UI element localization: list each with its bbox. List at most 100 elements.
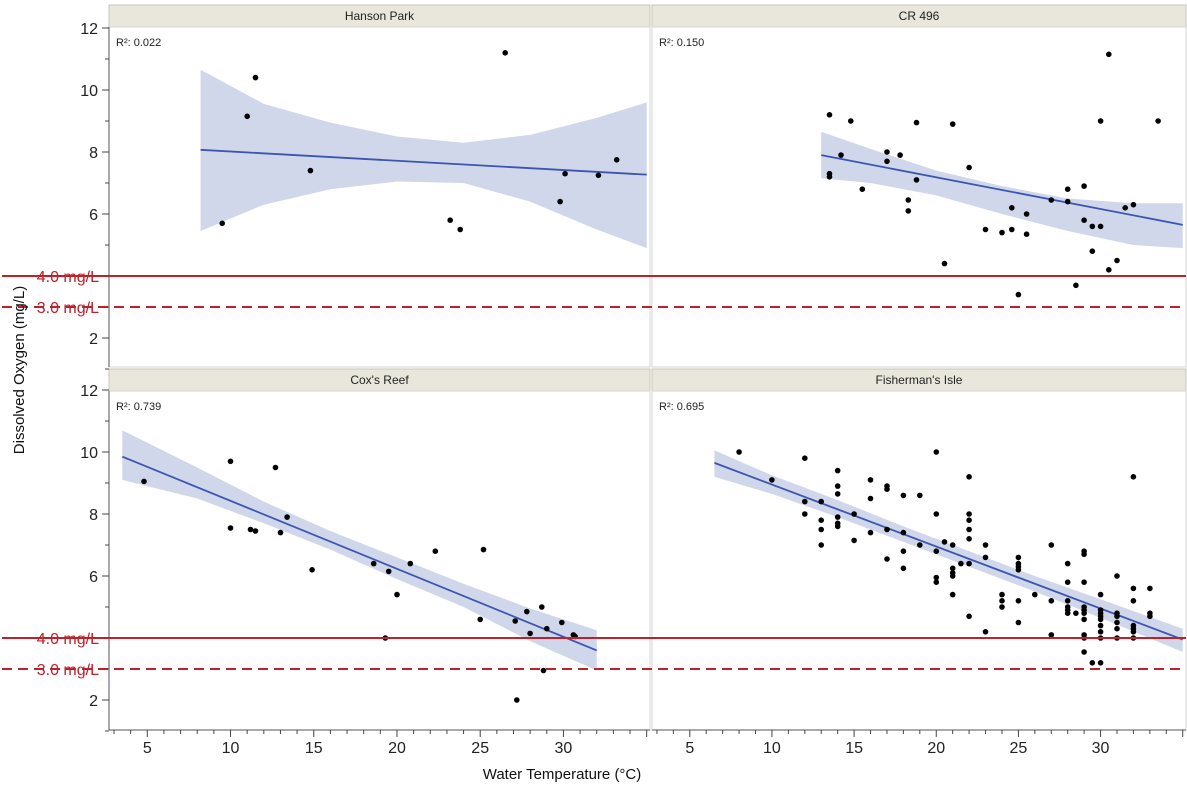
data-point [1015, 291, 1022, 298]
data-point [867, 529, 874, 536]
data-point [539, 604, 545, 610]
data-point [838, 152, 844, 158]
data-point [480, 546, 487, 553]
data-point [826, 112, 833, 118]
data-point [1089, 660, 1096, 666]
data-point [1130, 629, 1137, 635]
panel-cox-s-reef: Cox's Reef R²: 0.739 [108, 368, 651, 731]
data-point [595, 172, 602, 179]
data-point [966, 164, 972, 171]
data-point [219, 220, 225, 227]
data-point [514, 697, 520, 703]
data-point [949, 573, 956, 579]
r2-label: R²: 0.022 [116, 37, 161, 49]
y-tick-label: 8 [89, 507, 98, 524]
data-point [1081, 183, 1087, 189]
y-tick-label: 12 [80, 21, 98, 38]
panel-hanson-park: Hanson Park R²: 0.022 [108, 4, 651, 368]
data-point [1089, 248, 1096, 254]
data-point [1015, 619, 1022, 626]
x-axis-title: Water Temperature (°C) [483, 766, 642, 783]
r2-label: R²: 0.695 [659, 401, 704, 413]
data-point [272, 464, 279, 471]
data-point [834, 491, 841, 497]
data-point [370, 560, 377, 567]
data-point [1155, 118, 1161, 124]
data-point [818, 542, 824, 548]
data-point [613, 157, 620, 163]
data-point [227, 458, 234, 465]
fit-line [821, 154, 1183, 226]
data-point [859, 186, 866, 192]
data-point [252, 74, 259, 81]
data-point [982, 629, 989, 635]
x-tick-label: 20 [388, 740, 406, 757]
data-point [1130, 474, 1137, 480]
data-point [1147, 585, 1153, 592]
data-point [1009, 226, 1015, 233]
data-point [557, 198, 563, 205]
data-point [1114, 257, 1120, 264]
data-point [457, 226, 464, 233]
data-point [834, 467, 841, 474]
panel-cr-496: CR 496 R²: 0.150 [651, 4, 1187, 368]
data-point [1097, 591, 1104, 598]
panel-fisherman-s-isle: Fisherman's Isle R²: 0.695 [651, 368, 1187, 731]
data-point [966, 474, 972, 480]
panel-strip-label: Fisherman's Isle [876, 373, 963, 387]
data-point [999, 229, 1005, 236]
data-point [1081, 649, 1087, 655]
data-point [818, 498, 824, 505]
data-point [884, 486, 890, 493]
data-point [982, 226, 989, 233]
panel-strip-label: Hanson Park [345, 9, 415, 23]
data-point [884, 526, 890, 533]
data-point [1064, 186, 1071, 192]
data-point [1064, 598, 1071, 604]
y-axes-layer: 2 6 8 10 12 2 6 8 10 12 [80, 21, 110, 732]
data-point [1064, 198, 1071, 205]
data-point [544, 625, 550, 632]
x-tick-label: 20 [927, 740, 945, 757]
y-axis-title: Dissolved Oxygen (mg/L) [11, 286, 28, 454]
reference-lines-layer: 4.0 mg/L 4.0 mg/L 3.0 mg/L 3.0 mg/L [2, 269, 1186, 679]
data-point [933, 548, 940, 554]
data-point [1048, 598, 1055, 604]
data-point [385, 568, 392, 575]
confidence-band [122, 430, 597, 671]
data-point [407, 560, 414, 567]
data-point [394, 591, 400, 598]
data-point [769, 477, 775, 483]
x-axes-layer: 5 10 15 20 25 30 5 10 15 20 25 30 [109, 729, 1186, 757]
data-point [851, 511, 857, 517]
reference-line-label: 3.0 mg/L [37, 300, 99, 317]
data-point [818, 526, 824, 533]
data-point [1081, 610, 1087, 616]
data-point [1089, 223, 1096, 230]
data-point [949, 121, 956, 127]
x-axis-col-1: 5 10 15 20 25 30 [652, 729, 1186, 757]
data-point [913, 119, 920, 126]
data-point [966, 560, 972, 567]
data-point [527, 630, 533, 637]
data-point [834, 523, 841, 530]
y-tick-label: 6 [89, 569, 98, 586]
data-point [1064, 610, 1071, 616]
x-tick-label: 30 [555, 740, 573, 757]
data-point [477, 616, 484, 623]
panel-strip-label: Cox's Reef [350, 373, 409, 387]
data-point [1114, 573, 1120, 579]
data-point [1064, 560, 1071, 567]
data-point [834, 483, 841, 489]
r2-label: R²: 0.739 [116, 401, 161, 413]
x-tick-label: 10 [222, 740, 240, 757]
data-point [244, 113, 250, 120]
data-point [1106, 267, 1112, 273]
data-point [1097, 629, 1104, 635]
data-point [933, 511, 940, 517]
x-tick-label: 10 [763, 740, 781, 757]
reference-line-label: 3.0 mg/L [37, 662, 99, 679]
panel-frame [651, 26, 1187, 368]
data-point [900, 565, 907, 572]
data-point [736, 449, 742, 455]
